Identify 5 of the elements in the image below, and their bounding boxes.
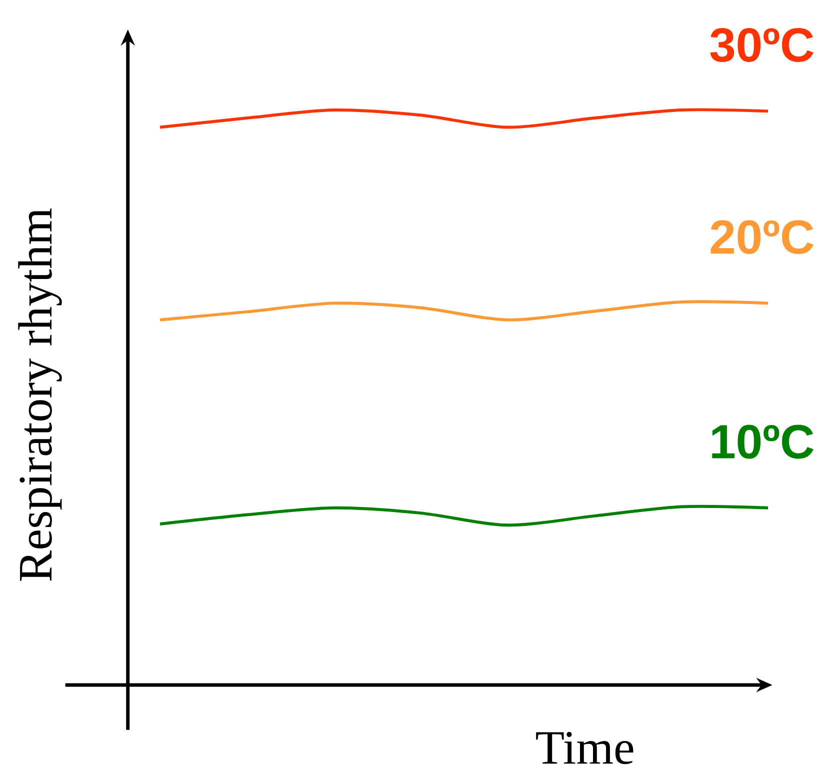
series-label: 20ºC (710, 220, 814, 254)
y-axis-title: Respiratory rhythm (18, 208, 62, 581)
x-axis-title: Time (536, 732, 634, 764)
series-label: 30ºC (710, 28, 814, 62)
series-label: 10ºC (712, 424, 814, 459)
